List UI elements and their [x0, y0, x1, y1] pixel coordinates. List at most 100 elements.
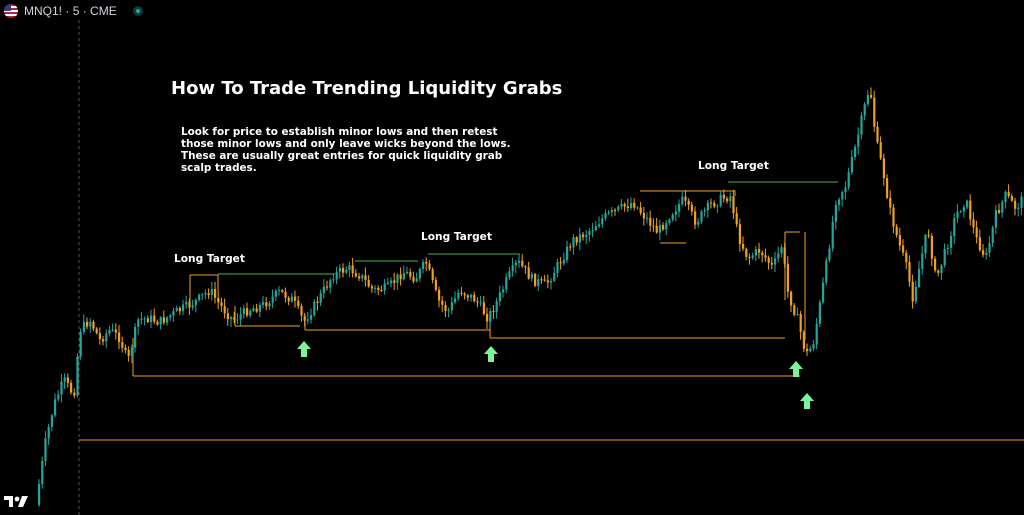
candle-body [537, 279, 540, 286]
candle-body [326, 286, 329, 288]
candle-body [642, 212, 645, 219]
candle-body [521, 260, 524, 267]
candle-body [729, 196, 732, 202]
candle-body [748, 256, 751, 258]
candle-body [825, 260, 828, 283]
candle-body [370, 286, 373, 289]
candle-body [316, 301, 319, 303]
candle-body [92, 321, 95, 329]
candle-body [422, 262, 425, 270]
candle-body [604, 213, 607, 219]
candle-body [572, 237, 575, 248]
candle-body [182, 304, 185, 312]
candle-body [722, 194, 725, 199]
candle-body [252, 308, 255, 311]
candle-body [156, 321, 159, 325]
candle-body [172, 310, 175, 316]
chart-title: How To Trade Trending Liquidity Grabs [171, 78, 563, 99]
candle-body [636, 207, 639, 209]
candle-body [233, 317, 236, 320]
candle-body [626, 206, 629, 209]
candle-body [1010, 196, 1013, 201]
candle-body [434, 279, 437, 290]
candle-body [236, 319, 239, 321]
candle-body [850, 157, 853, 173]
candle-body [105, 333, 108, 342]
candle-body [342, 267, 345, 273]
candle-body [188, 301, 191, 308]
candle-body [678, 204, 681, 212]
candle-body [655, 225, 658, 233]
candle-body [281, 290, 284, 292]
candle-body [889, 197, 892, 208]
candle-body [607, 212, 610, 214]
candle-body [79, 331, 82, 357]
candle-body [306, 319, 309, 321]
candle-body [406, 272, 409, 274]
candle-body [937, 270, 940, 273]
candle-body [57, 394, 60, 400]
candle-body [892, 207, 895, 227]
candle-body [585, 234, 588, 238]
candle-body [134, 326, 137, 348]
candle-body [562, 259, 565, 264]
candle-body [204, 293, 207, 295]
candle-body [390, 280, 393, 284]
candle-body [431, 269, 434, 280]
candle-body [591, 230, 594, 232]
candle-body [844, 187, 847, 193]
candle-body [38, 484, 41, 505]
candle-body [684, 196, 687, 201]
candle-body [223, 306, 226, 314]
candle-body [415, 278, 418, 282]
candle-body [598, 224, 601, 227]
candle-body [367, 279, 370, 287]
candle-body [918, 268, 921, 287]
candle-body [1014, 200, 1017, 209]
candle-body [473, 294, 476, 302]
candle-body [169, 315, 172, 318]
candle-body [770, 262, 773, 265]
candle-body [41, 460, 44, 485]
candle-body [790, 291, 793, 306]
candle-body [166, 317, 169, 323]
candle-body [143, 318, 146, 320]
candle-body [934, 258, 937, 271]
candle-body [130, 347, 133, 356]
candle-body [774, 258, 777, 265]
candle-body [812, 344, 815, 349]
candle-body [799, 314, 802, 332]
symbol-header[interactable]: MNQ1! · 5 · CME [4, 2, 143, 20]
candle-body [220, 302, 223, 307]
candle-body [159, 317, 162, 325]
candle-body [108, 329, 111, 334]
candle-body [150, 315, 153, 322]
candle-body [335, 271, 338, 280]
candle-body [482, 302, 485, 315]
candle-body [940, 265, 943, 273]
candle-body [719, 194, 722, 206]
candle-body [754, 249, 757, 256]
candle-body [1007, 191, 1010, 197]
candle-body [255, 308, 258, 312]
candle-body [210, 289, 213, 296]
candle-body [687, 200, 690, 205]
candle-body [530, 273, 533, 279]
candle-body [610, 209, 613, 213]
candle-body [226, 313, 229, 320]
candle-body [898, 235, 901, 246]
candle-body [582, 234, 585, 238]
candle-body [946, 247, 949, 250]
candle-body [700, 211, 703, 222]
candle-body [463, 293, 466, 296]
candle-body [633, 202, 636, 208]
candle-body [594, 226, 597, 231]
candle-body [742, 243, 745, 249]
candle-body [959, 211, 962, 213]
candle-body [230, 317, 233, 320]
range-box-line [190, 274, 219, 290]
candle-body [694, 211, 697, 225]
candle-body [495, 301, 498, 312]
candle-body [265, 302, 268, 307]
